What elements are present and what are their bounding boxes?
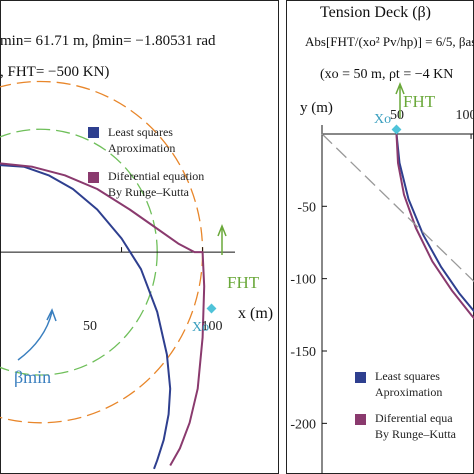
- right-legend-swatch-runge-kutta: [355, 414, 366, 425]
- left-beta-min-arc: [17, 311, 53, 361]
- right-series-line-1: [395, 133, 474, 313]
- right-series-line-3: [321, 133, 474, 283]
- left-x-tick-label-50: 50: [83, 319, 97, 334]
- left-header-line-2: , FHT= −500 KN): [0, 64, 109, 80]
- left-fht-label: FHT: [227, 273, 260, 292]
- left-header-line-1: min= 61.71 m, βmin= −1.80531 rad: [0, 33, 216, 49]
- right-legend-label-least-squares-1: Least squares: [375, 369, 440, 383]
- left-beta-min-arrowhead: [46, 308, 57, 322]
- left-series-line-2: [0, 162, 206, 466]
- right-legend-label-runge-kutta-1: Diferential equa: [375, 411, 453, 425]
- right-legend-label-least-squares-2: Aproximation: [375, 385, 442, 399]
- left-beta-min-label: βmin: [14, 367, 51, 387]
- left-xo-marker: [206, 303, 217, 314]
- right-fht-label: FHT: [403, 92, 436, 111]
- right-title: Tension Deck (β): [320, 4, 431, 21]
- left-legend-swatch-runge-kutta: [88, 172, 99, 183]
- left-panel: min= 61.71 m, βmin= −1.80531 rad , FHT= …: [0, 33, 273, 470]
- left-series-line-1: [0, 164, 172, 470]
- left-series-group: [0, 162, 206, 470]
- right-series-line-2: [395, 133, 474, 320]
- right-xo-label: Xo: [374, 112, 391, 127]
- right-y-axis-label: y (m): [300, 100, 333, 116]
- right-legend-label-runge-kutta-2: By Runge–Kutta: [375, 427, 457, 441]
- left-x-tick-label-100: 100: [202, 319, 223, 334]
- left-legend-label-least-squares-1: Least squares: [108, 125, 173, 139]
- right-legend-swatch-least-squares: [355, 372, 366, 383]
- right-y-tick-label-200: -200: [290, 417, 316, 432]
- right-x-tick-label-50: 50: [390, 108, 404, 123]
- left-legend-label-runge-kutta-1: Diferential equation: [108, 169, 204, 183]
- right-panel: Tension Deck (β) Abs[FHT/(xo² Pv/hp)] = …: [290, 4, 474, 474]
- right-y-tick-label-150: -150: [290, 345, 316, 360]
- right-header-line-1: Abs[FHT/(xo² Pv/hp)] = 6/5, βas: [305, 34, 474, 49]
- left-x-axis-label: x (m): [238, 305, 273, 322]
- left-legend-swatch-least-squares: [88, 127, 99, 138]
- left-legend-label-least-squares-2: Aproximation: [108, 141, 175, 155]
- left-fht-arrow: [217, 223, 227, 255]
- right-axes: -50 -100 -150 -200: [290, 125, 474, 474]
- right-x-tick-label-100: 100: [456, 108, 474, 123]
- right-y-tick-label-100: -100: [290, 273, 316, 288]
- left-legend-label-runge-kutta-2: By Runge–Kutta: [108, 185, 190, 199]
- left-xo-label: Xo: [192, 320, 209, 335]
- right-fht-arrow: [395, 81, 405, 118]
- right-header-line-2: (xo = 50 m, ρt = −4 KN: [320, 67, 453, 82]
- right-series-group: [321, 133, 474, 320]
- right-y-tick-label-50: -50: [297, 200, 316, 215]
